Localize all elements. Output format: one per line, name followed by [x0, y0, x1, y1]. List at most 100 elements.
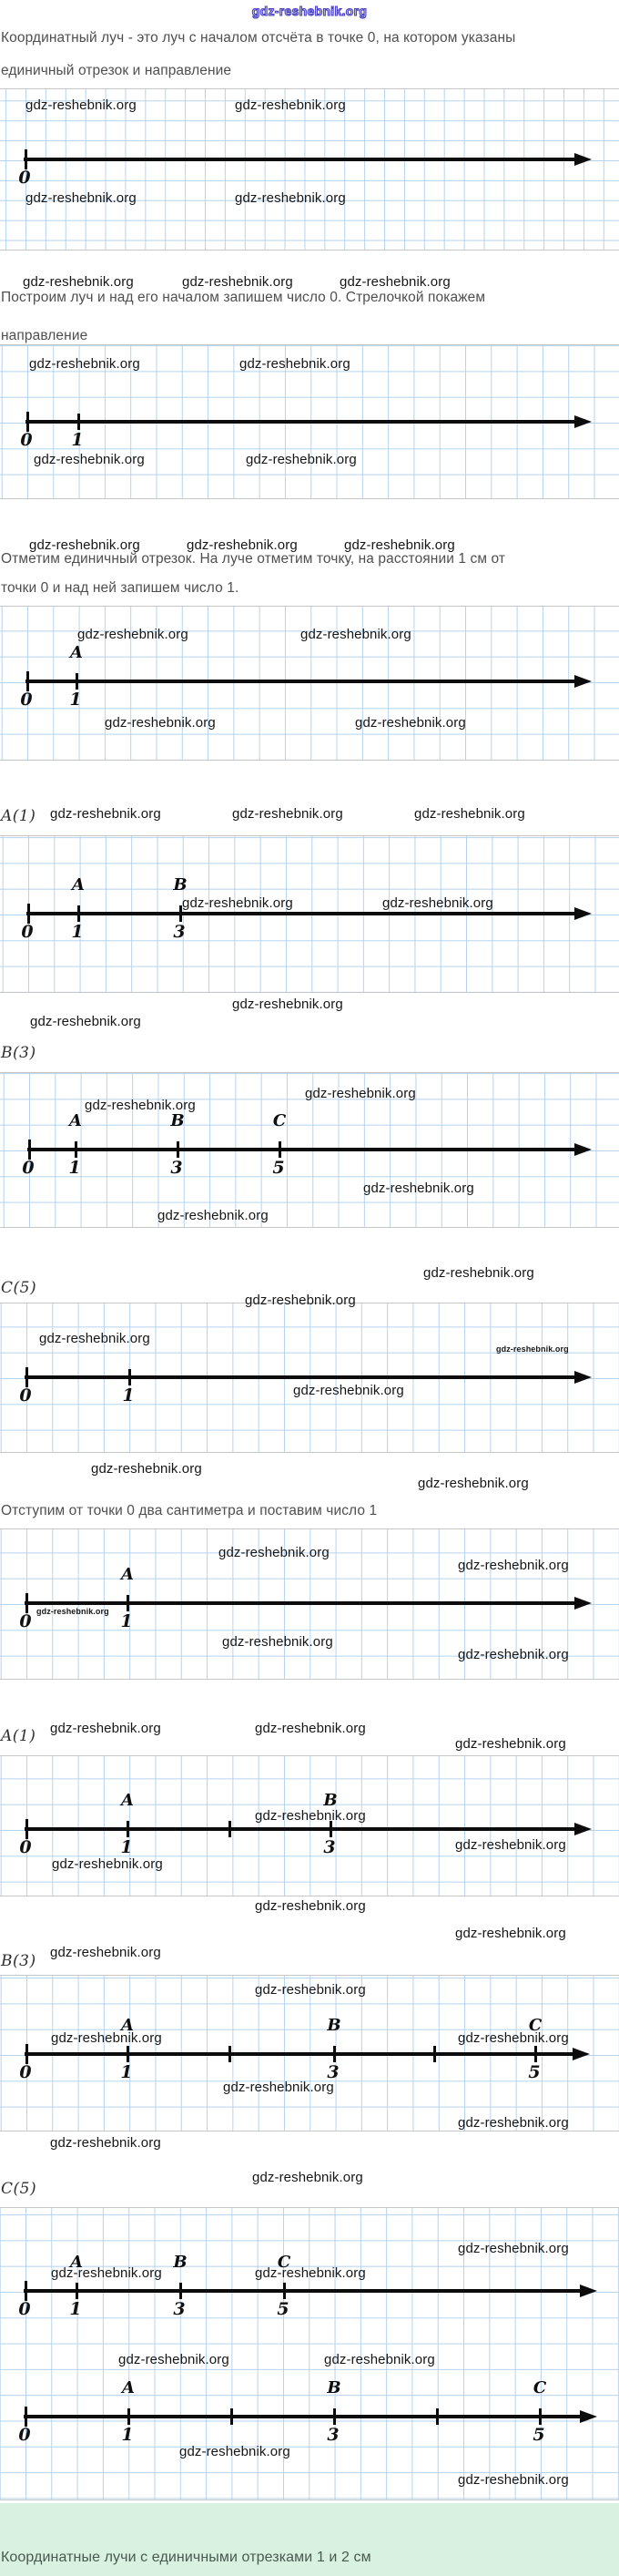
- site-watermark-header: gdz-reshebnik.org: [251, 3, 368, 18]
- point-label-B: B: [173, 875, 188, 894]
- site-watermark: gdz-reshebnik.org: [157, 1208, 269, 1223]
- tick-mark: [539, 2408, 542, 2425]
- site-watermark: gdz-reshebnik.org: [455, 1926, 566, 1941]
- tick-mark: [179, 2283, 182, 2299]
- tick-label-3: 3: [327, 2062, 340, 2082]
- site-watermark: gdz-reshebnik.org: [50, 1945, 161, 1960]
- coordinate-label-A: A(1): [1, 1727, 36, 1745]
- site-watermark: gdz-reshebnik.org: [458, 2030, 569, 2046]
- tick-mark: [228, 2046, 231, 2062]
- tick-mark: [279, 1141, 281, 1158]
- point-label-A: A: [70, 643, 83, 662]
- coordinate-ray: [25, 1827, 579, 1831]
- ray-arrowhead-icon: [574, 907, 592, 920]
- coordinate-ray: [26, 912, 579, 915]
- paragraph-build-ray-line2: направление: [1, 328, 88, 343]
- tick-mark: [26, 671, 29, 691]
- ray-arrowhead-icon: [580, 2410, 597, 2423]
- tick-mark: [177, 1141, 179, 1158]
- site-watermark: gdz-reshebnik.org: [344, 537, 455, 553]
- tick-mark: [128, 1369, 131, 1385]
- site-watermark: gdz-reshebnik.org: [50, 2135, 161, 2151]
- tick-mark: [27, 904, 30, 924]
- tick-mark: [330, 1821, 332, 1837]
- paragraph-unit-segment-line1: Отметим единичный отрезок. На луче отмет…: [1, 551, 506, 567]
- tick-label-3: 3: [173, 2299, 186, 2319]
- tick-label-1: 1: [122, 1385, 135, 1406]
- paragraph-build-ray-line1: Построим луч и над его началом запишем ч…: [1, 290, 486, 305]
- site-watermark: gdz-reshebnik.org: [29, 356, 140, 372]
- tick-label-1: 1: [120, 1837, 133, 1857]
- paragraph-definition-line1: Координатный луч - это луч с началом отс…: [1, 30, 516, 46]
- grid-panel-10: [0, 2207, 619, 2500]
- site-watermark: gdz-reshebnik.org: [458, 1558, 569, 1573]
- coordinate-label-C: C(5): [1, 1279, 37, 1297]
- tick-mark: [127, 1821, 129, 1837]
- tick-mark: [25, 2407, 27, 2427]
- point-label-C: C: [533, 2378, 547, 2397]
- point-label-C: C: [277, 2253, 291, 2272]
- tick-mark: [534, 2046, 537, 2062]
- site-watermark: gdz-reshebnik.org: [255, 1721, 366, 1736]
- tick-label-1: 1: [121, 2425, 134, 2445]
- site-watermark: gdz-reshebnik.org: [223, 2080, 334, 2095]
- point-label-A: A: [121, 1791, 134, 1810]
- ray-arrowhead-icon: [580, 2285, 597, 2297]
- site-watermark: gdz-reshebnik.org: [235, 190, 346, 206]
- site-watermark: gdz-reshebnik.org: [187, 537, 298, 553]
- site-watermark: gdz-reshebnik.org: [355, 715, 466, 731]
- tick-mark: [333, 2046, 336, 2062]
- coordinate-ray: [25, 420, 579, 424]
- tick-label-0: 0: [20, 430, 33, 450]
- site-watermark: gdz-reshebnik.org: [246, 452, 357, 467]
- tick-mark: [283, 2283, 286, 2299]
- grid-panel-3: [0, 606, 619, 761]
- coordinate-ray: [27, 1148, 579, 1151]
- site-watermark: gdz-reshebnik.org: [52, 1856, 163, 1872]
- tick-mark: [230, 2408, 233, 2425]
- ray-arrowhead-icon: [574, 675, 592, 688]
- grid-panel-8: [0, 1755, 619, 1896]
- site-watermark: gdz-reshebnik.org: [77, 627, 188, 642]
- ray-arrowhead-icon: [573, 2048, 590, 2060]
- site-watermark: gdz-reshebnik.org: [293, 1383, 404, 1398]
- site-watermark: gdz-reshebnik.org: [418, 1476, 529, 1491]
- coordinate-ray: [24, 158, 579, 161]
- site-watermark: gdz-reshebnik.org: [34, 452, 145, 467]
- tick-label-0: 0: [19, 1837, 32, 1857]
- site-watermark: gdz-reshebnik.org: [235, 97, 346, 113]
- point-label-A: A: [72, 875, 85, 894]
- coordinate-ray: [24, 2415, 584, 2418]
- site-watermark: gdz-reshebnik.org: [50, 806, 161, 822]
- tick-label-1: 1: [120, 2062, 133, 2082]
- footer-band: [0, 2503, 619, 2576]
- tick-label-3: 3: [323, 1837, 336, 1857]
- paragraph-definition-line2: единичный отрезок и направление: [1, 63, 232, 78]
- point-label-C: C: [272, 1111, 287, 1130]
- site-watermark: gdz-reshebnik.org: [255, 1808, 366, 1824]
- tick-mark: [127, 1595, 129, 1611]
- coordinate-ray: [24, 2289, 584, 2293]
- tick-mark: [25, 2281, 27, 2301]
- tick-label-1: 1: [71, 922, 84, 942]
- site-watermark: gdz-reshebnik.org: [232, 997, 343, 1012]
- site-watermark: gdz-reshebnik.org: [305, 1086, 416, 1101]
- tick-label-3: 3: [170, 1158, 183, 1178]
- site-watermark: gdz-reshebnik.org: [222, 1634, 333, 1650]
- coordinate-ray: [25, 1601, 579, 1605]
- point-label-A: A: [122, 2378, 135, 2397]
- point-label-B: B: [323, 1791, 338, 1810]
- site-watermark: gdz-reshebnik.org: [255, 2265, 366, 2281]
- tick-mark: [75, 1141, 77, 1158]
- tick-mark: [433, 2046, 436, 2062]
- site-watermark: gdz-reshebnik.org: [29, 537, 140, 553]
- tick-mark: [25, 149, 27, 169]
- ray-arrowhead-icon: [574, 1597, 592, 1610]
- footer-caption: Координатные лучи с единичными отрезками…: [1, 2550, 371, 2565]
- tick-mark: [436, 2408, 439, 2425]
- ray-arrowhead-icon: [574, 1823, 592, 1835]
- site-watermark: gdz-reshebnik.org: [36, 1607, 109, 1616]
- tick-mark: [127, 2408, 130, 2425]
- site-watermark: gdz-reshebnik.org: [340, 274, 451, 290]
- site-watermark: gdz-reshebnik.org: [363, 1181, 474, 1196]
